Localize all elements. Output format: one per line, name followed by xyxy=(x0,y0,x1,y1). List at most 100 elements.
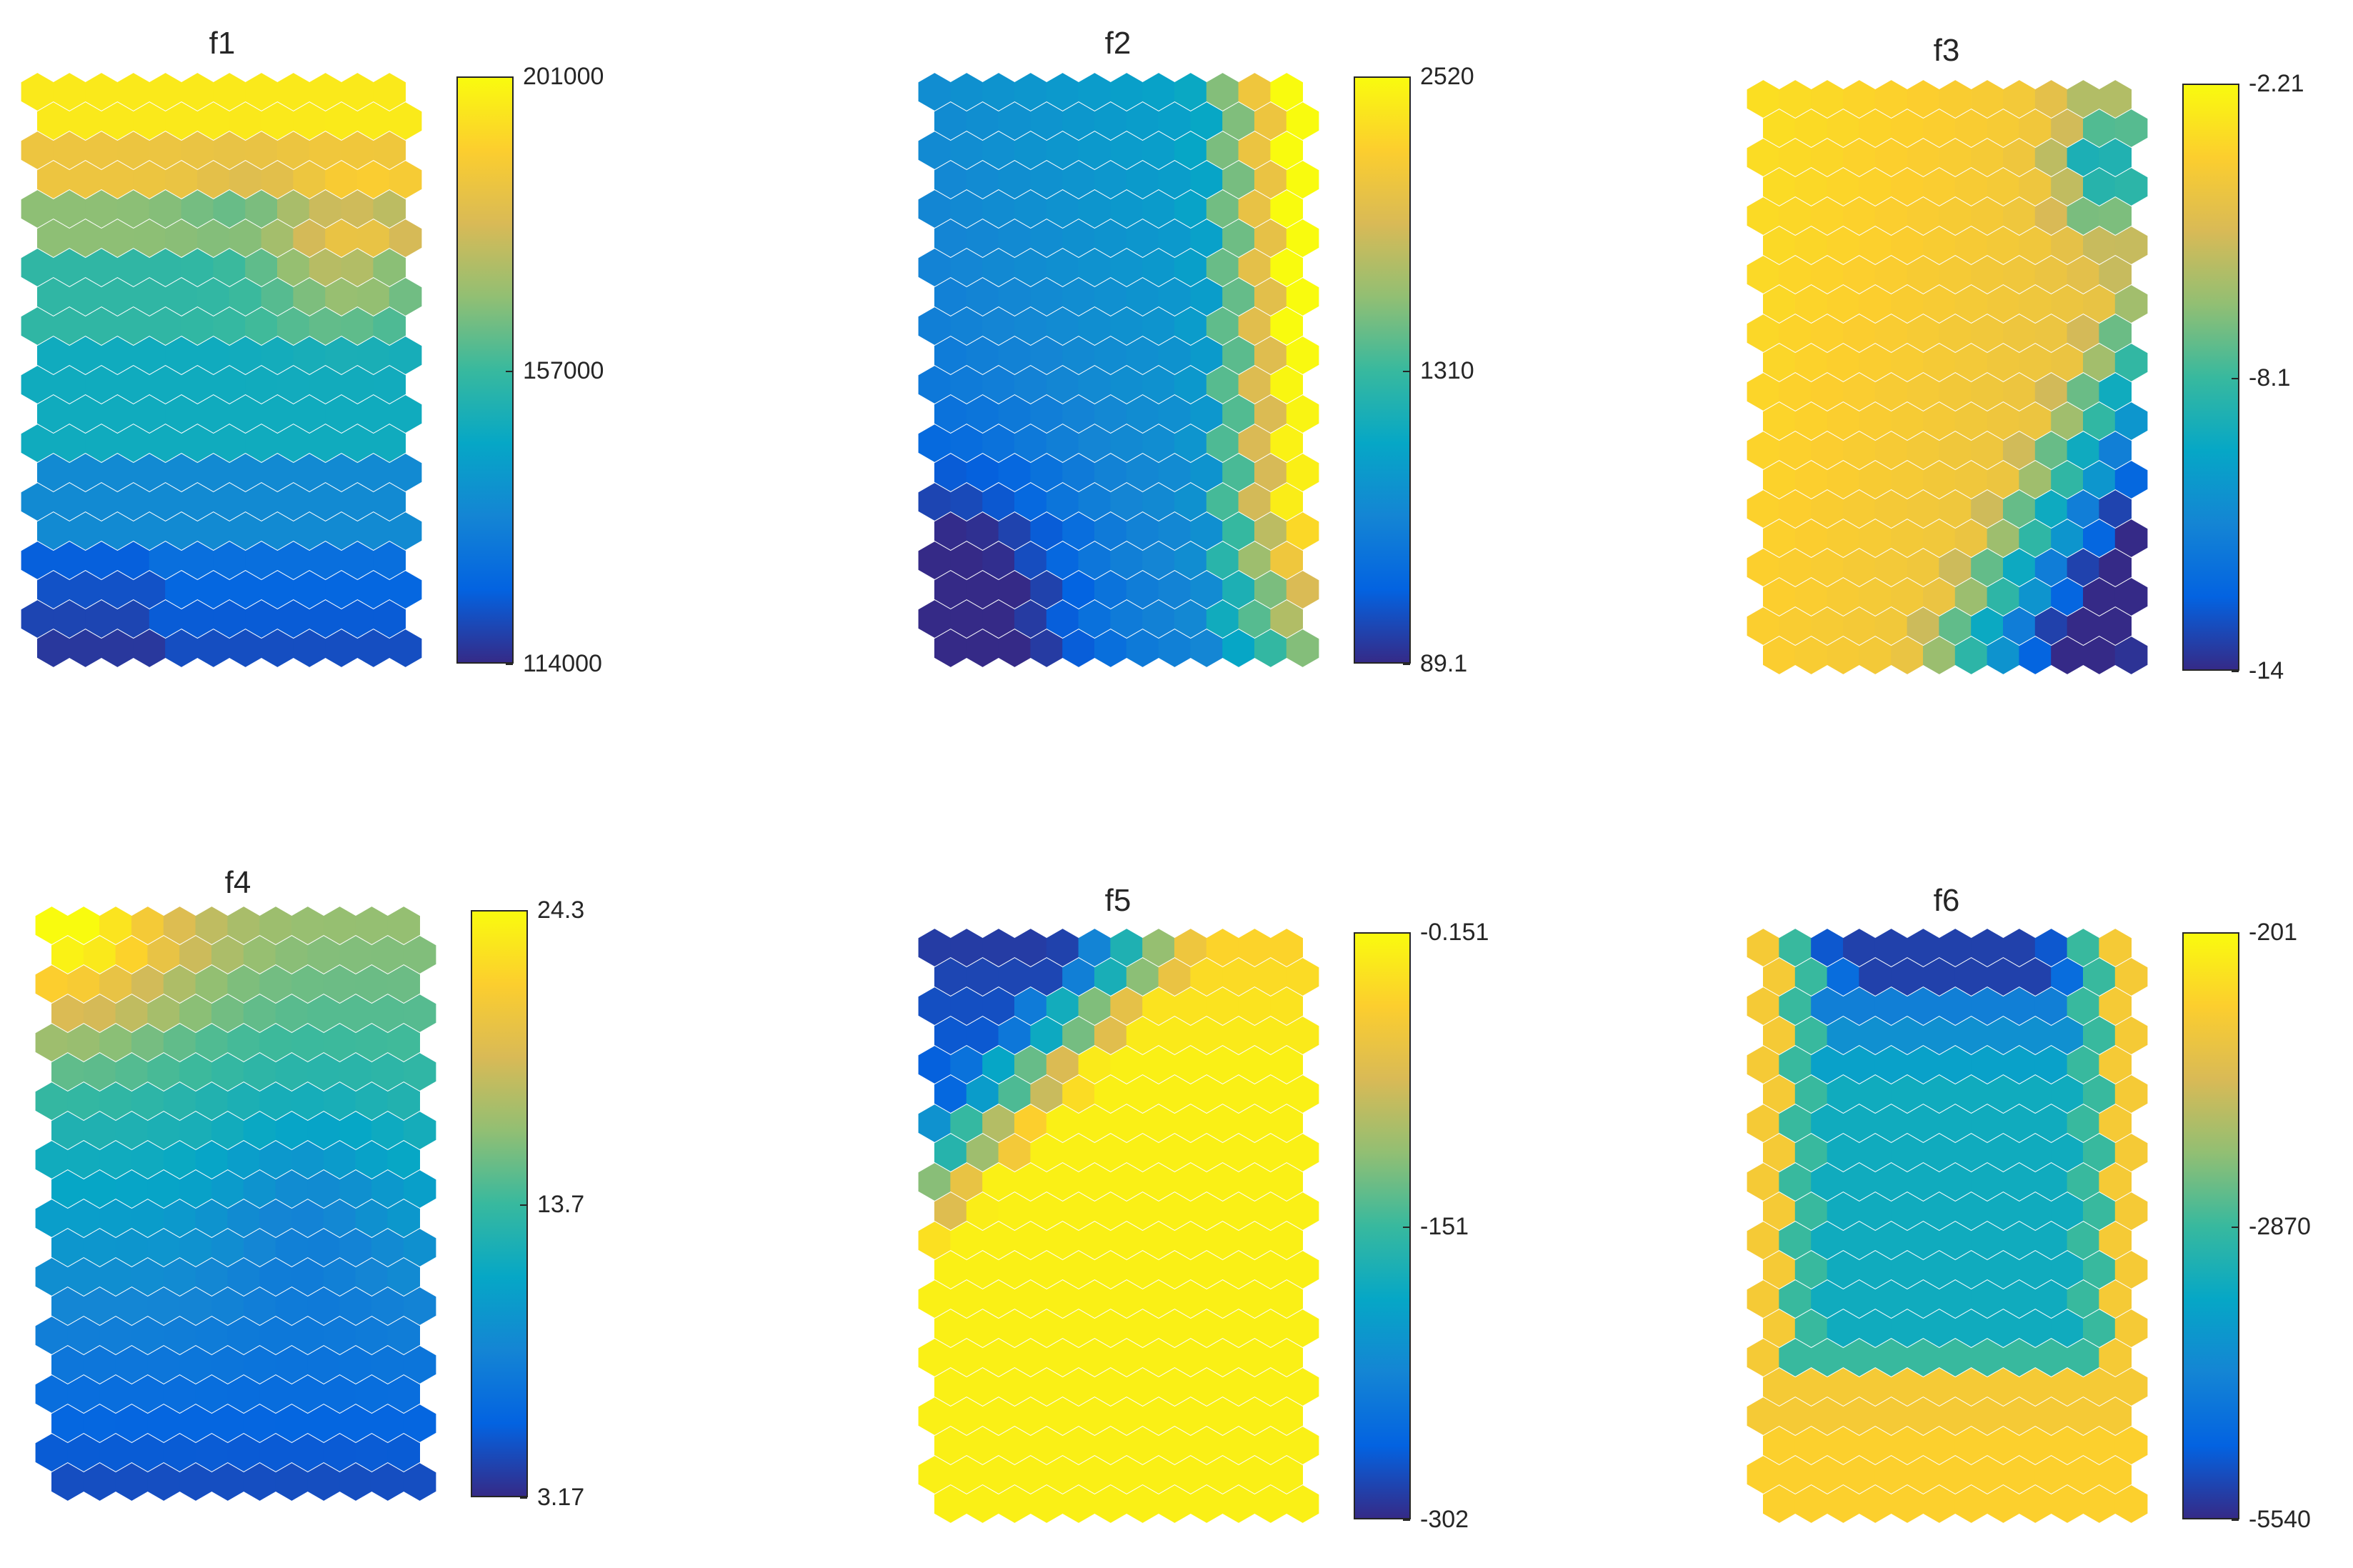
hex-cell xyxy=(982,1397,1015,1435)
hex-cell xyxy=(2003,1222,2036,1259)
hex-cell xyxy=(1174,249,1207,286)
hex-cell xyxy=(1779,1046,1812,1084)
hex-cell xyxy=(2083,226,2116,264)
hex-cell xyxy=(131,965,164,1003)
hex-cell xyxy=(1110,1104,1143,1142)
hex-cell xyxy=(83,1287,116,1325)
hex-cell xyxy=(2003,987,2036,1025)
hex-cell xyxy=(1110,483,1143,521)
hex-cell xyxy=(227,1141,260,1179)
hex-cell xyxy=(275,936,309,974)
heatmap-panel-f5: f5 -0.151 -151 -302 xyxy=(918,883,1489,1533)
hex-cell xyxy=(1859,1134,1892,1172)
hex-cell xyxy=(934,454,967,491)
hex-cell xyxy=(1859,109,1892,147)
hex-cell xyxy=(1206,987,1239,1025)
hex-cell xyxy=(181,190,214,228)
colorbar-min-label: 89.1 xyxy=(1420,650,1467,677)
hex-cell xyxy=(1747,1104,1780,1142)
hex-cell xyxy=(1891,1427,1924,1464)
hex-cell xyxy=(1971,139,2004,176)
hex-cell xyxy=(998,336,1031,374)
hex-cell xyxy=(1094,1017,1127,1054)
hex-cell xyxy=(1238,1104,1272,1142)
hex-cell xyxy=(1286,1309,1319,1347)
hex-cell xyxy=(1907,1397,1940,1435)
hex-cell xyxy=(1078,1339,1111,1377)
hex-cell xyxy=(69,102,102,140)
hex-cell xyxy=(2019,461,2052,499)
hex-cell xyxy=(195,1082,229,1120)
hex-cell xyxy=(1190,336,1223,374)
hex-cell xyxy=(2067,1222,2100,1259)
hex-cell xyxy=(1907,1104,1940,1142)
hex-cell xyxy=(1254,1075,1287,1113)
hex-cell xyxy=(69,161,102,199)
hex-cell xyxy=(99,1258,132,1296)
hex-cell xyxy=(2003,256,2036,294)
hex-cell xyxy=(2067,607,2100,645)
hex-cell xyxy=(2034,1163,2068,1201)
hex-cell xyxy=(51,1463,84,1501)
hex-cell xyxy=(1794,285,1828,323)
hex-cell xyxy=(99,1317,132,1354)
hex-cell xyxy=(1827,1134,1860,1172)
hex-cell xyxy=(1158,958,1192,996)
hex-cell xyxy=(1142,483,1175,521)
hex-cell xyxy=(339,1229,372,1267)
hex-cell xyxy=(2067,431,2100,469)
hex-cell xyxy=(293,336,326,374)
hex-cell xyxy=(1062,1485,1095,1523)
hex-cell xyxy=(371,994,404,1032)
hex-cell xyxy=(1987,519,2020,557)
hex-cell xyxy=(243,1463,276,1501)
hex-cell xyxy=(149,541,182,579)
hex-cell xyxy=(2051,1192,2084,1230)
hex-cell xyxy=(67,1375,100,1413)
hex-cell xyxy=(2034,197,2068,235)
hex-cell xyxy=(2051,226,2084,264)
hex-cell xyxy=(67,1141,100,1179)
hex-cell xyxy=(2083,1192,2116,1230)
heatmap-panel-f3: f3 -2.21 -8.1 -14 xyxy=(1747,33,2304,684)
hex-cell xyxy=(1030,395,1063,433)
hex-cell xyxy=(227,965,260,1003)
hex-cell xyxy=(1126,102,1159,140)
hex-cell xyxy=(51,1404,84,1442)
hex-cell xyxy=(339,994,372,1032)
hex-cell xyxy=(2034,139,2068,176)
hex-cell xyxy=(1954,461,1988,499)
hex-cell xyxy=(2083,1075,2116,1113)
hex-cell xyxy=(1046,307,1079,345)
hex-cell xyxy=(1094,336,1127,374)
hex-cell xyxy=(1923,1251,1956,1289)
hex-cell xyxy=(982,1222,1015,1259)
colorbar-max-label: -2.21 xyxy=(2249,70,2304,97)
hex-cell xyxy=(2051,109,2084,147)
hex-cell xyxy=(2083,1485,2116,1523)
hex-cell xyxy=(1954,226,1988,264)
hex-cell xyxy=(1891,519,1924,557)
colorbar-gradient xyxy=(1354,932,1411,1519)
hex-cell xyxy=(85,600,118,638)
hex-cell xyxy=(197,512,230,550)
hex-cell xyxy=(2003,197,2036,235)
hex-cell xyxy=(2114,461,2148,499)
hex-cell xyxy=(1078,929,1111,967)
hex-cell xyxy=(1030,1368,1063,1406)
hex-cell xyxy=(243,1346,276,1384)
hex-cell xyxy=(83,1346,116,1384)
hex-cell xyxy=(1843,197,1876,235)
hex-cell xyxy=(181,73,214,111)
hex-cell xyxy=(1190,278,1223,316)
hex-cell xyxy=(1142,600,1175,638)
hex-cell xyxy=(950,1163,983,1201)
hex-cell xyxy=(1014,1104,1047,1142)
hex-cell xyxy=(1874,490,1908,528)
hex-cell xyxy=(307,936,340,974)
hex-cell xyxy=(1142,1280,1175,1318)
hex-cell xyxy=(1158,102,1192,140)
hex-cell xyxy=(1954,1309,1988,1347)
hex-cell xyxy=(1923,344,1956,381)
hex-cell xyxy=(403,1463,436,1501)
